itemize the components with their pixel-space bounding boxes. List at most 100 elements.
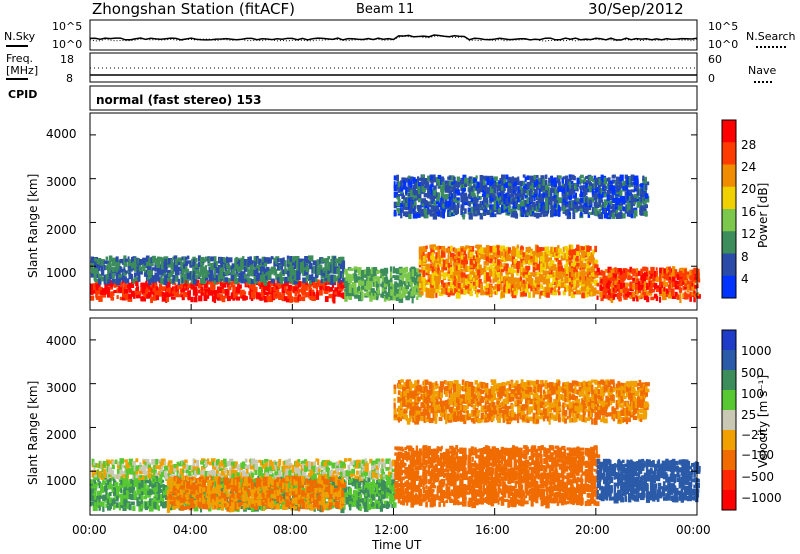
power-heatmap-cell	[546, 261, 549, 268]
power-heatmap-cell	[118, 259, 121, 266]
power-heatmap-cell	[238, 275, 241, 282]
power-heatmap-cell	[598, 195, 603, 202]
vel-heatmap-cell	[121, 471, 126, 475]
vel-heatmap-cell	[182, 469, 185, 473]
power-heatmap-cell	[510, 280, 516, 286]
power-heatmap-cell	[464, 196, 469, 203]
power-heatmap-cell	[507, 288, 511, 294]
power-heatmap-cell	[550, 260, 555, 266]
vel-heatmap-cell	[219, 479, 224, 486]
vel-heatmap-cell	[153, 469, 157, 475]
power-heatmap-cell	[148, 279, 152, 285]
power-heatmap-cell	[679, 270, 684, 278]
power-heatmap-cell	[659, 274, 662, 281]
power-heatmap-cell	[320, 278, 324, 284]
power-heatmap-cell	[445, 285, 448, 293]
power-heatmap-cell	[111, 257, 117, 265]
power-heatmap-cell	[505, 182, 509, 188]
power-heatmap-cell	[421, 273, 424, 280]
power-heatmap-cell	[600, 192, 604, 199]
power-heatmap-cell	[585, 187, 589, 193]
velocity-cbar-tick: 25	[741, 408, 757, 422]
power-heatmap-cell	[394, 291, 398, 296]
vel-heatmap-cell	[359, 494, 363, 499]
power-heatmap-cell	[266, 291, 269, 296]
power-heatmap-cell	[514, 185, 517, 192]
vel-heatmap-cell	[204, 460, 209, 467]
power-heatmap-cell	[263, 285, 268, 291]
power-heatmap-cell	[185, 266, 188, 270]
power-heatmap-cell	[463, 288, 467, 295]
power-heatmap-cell	[469, 251, 474, 257]
power-heatmap-cell	[644, 195, 650, 203]
power-heatmap-cell	[450, 256, 455, 261]
velocity-cbar-tick: 100	[741, 387, 764, 401]
vel-heatmap-cell	[102, 506, 105, 512]
power-heatmap-cell	[492, 261, 497, 267]
power-heatmap-cell	[200, 291, 203, 296]
power-heatmap-cell	[511, 292, 517, 299]
power-heatmap-cell	[284, 284, 287, 291]
power-heatmap-cell	[181, 267, 186, 272]
power-heatmap-cell	[630, 195, 635, 202]
power-heatmap-cell	[507, 267, 512, 273]
power-heatmap-cell	[545, 197, 550, 204]
power-heatmap-cell	[361, 269, 365, 275]
power-heatmap-cell	[407, 281, 410, 287]
vel-heatmap-cell	[120, 494, 124, 501]
power-heatmap-cell	[299, 296, 302, 301]
noise-right-legend-line	[756, 46, 786, 48]
power-heatmap-cell	[142, 261, 145, 269]
power-heatmap-cell	[627, 291, 632, 298]
vel-heatmap-cell	[100, 495, 103, 499]
vel-heatmap-cell	[367, 483, 372, 490]
power-heatmap-cell	[526, 204, 529, 212]
power-heatmap-cell	[456, 176, 460, 182]
power-heatmap-cell	[410, 283, 413, 288]
power-heatmap-cell	[584, 279, 588, 286]
power-heatmap-cell	[95, 282, 101, 288]
power-heatmap-cell	[598, 208, 602, 214]
vel-heatmap-cell	[94, 469, 98, 475]
power-ytick: 1000	[46, 266, 77, 280]
power-heatmap-cell	[357, 267, 362, 273]
power-heatmap-cell	[646, 276, 649, 280]
power-heatmap-cell	[105, 260, 110, 265]
power-heatmap-cell	[197, 255, 201, 262]
power-heatmap-cell	[579, 254, 583, 261]
power-heatmap-cell	[250, 286, 255, 291]
vel-heatmap-cell	[203, 492, 207, 497]
power-heatmap-cell	[663, 272, 669, 280]
power-heatmap-cell	[430, 248, 435, 254]
power-heatmap-cell	[441, 266, 444, 273]
power-heatmap-cell	[287, 263, 291, 267]
power-heatmap-cell	[469, 269, 474, 275]
vel-heatmap-cell	[136, 489, 141, 495]
power-heatmap-cell	[230, 281, 234, 288]
power-heatmap-cell	[381, 281, 385, 288]
power-heatmap-cell	[185, 256, 188, 261]
power-heatmap-cell	[407, 272, 411, 278]
power-heatmap-cell	[452, 265, 456, 273]
power-heatmap-cell	[296, 256, 300, 264]
power-heatmap-cell	[441, 246, 444, 251]
power-heatmap-cell	[554, 189, 559, 196]
power-heatmap-cell	[405, 295, 410, 301]
power-heatmap-cell	[540, 200, 544, 208]
power-heatmap-cell	[189, 261, 192, 266]
power-heatmap-cell	[468, 193, 472, 198]
power-heatmap-cell	[633, 178, 639, 186]
power-heatmap-cell	[141, 295, 146, 302]
power-heatmap-cell	[186, 268, 190, 273]
power-heatmap-cell	[640, 283, 644, 291]
power-heatmap-cell	[588, 271, 592, 276]
power-heatmap-cell	[689, 276, 694, 281]
freq-tick-top: 18	[60, 53, 74, 66]
power-heatmap-cell	[546, 275, 551, 279]
power-heatmap-cell	[544, 272, 548, 279]
power-heatmap-cell	[249, 277, 252, 282]
power-heatmap-cell	[671, 291, 675, 296]
power-heatmap-cell	[624, 188, 629, 192]
power-heatmap-cell	[225, 270, 229, 276]
power-heatmap-cell	[293, 278, 298, 285]
